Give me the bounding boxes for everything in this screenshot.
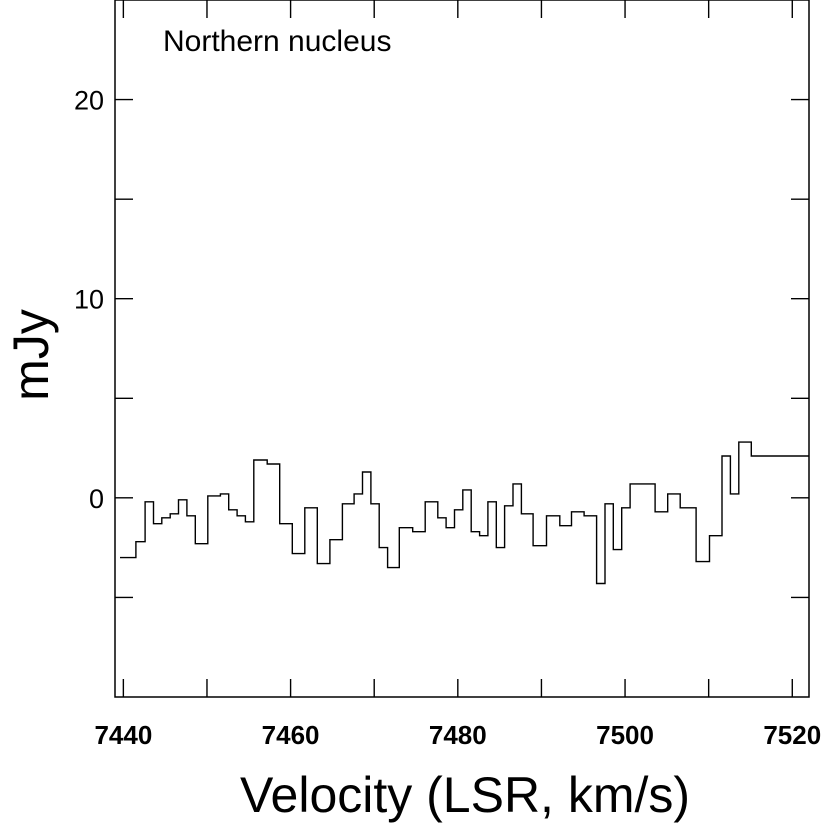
y-axis-label: mJy — [3, 309, 59, 401]
x-tick-label: 7480 — [429, 720, 487, 750]
y-tick-label: 0 — [89, 484, 104, 514]
x-tick-label: 7440 — [94, 720, 152, 750]
plot-frame — [114, 0, 810, 698]
x-tick-label: 7500 — [596, 720, 654, 750]
y-axis-ticks: 0 10 20 — [74, 86, 809, 514]
x-tick-label: 7460 — [262, 720, 320, 750]
panel-annotation: Northern nucleus — [163, 25, 391, 58]
x-axis-ticks: 7440 7460 7480 7500 7520 — [94, 0, 821, 750]
x-axis-label: Velocity (LSR, km/s) — [240, 767, 690, 823]
y-tick-label: 20 — [74, 86, 104, 116]
y-tick-label: 10 — [74, 285, 104, 315]
minor-ticks — [115, 0, 809, 697]
x-tick-label: 7520 — [763, 720, 821, 750]
spectrum-step-line — [120, 441, 809, 585]
